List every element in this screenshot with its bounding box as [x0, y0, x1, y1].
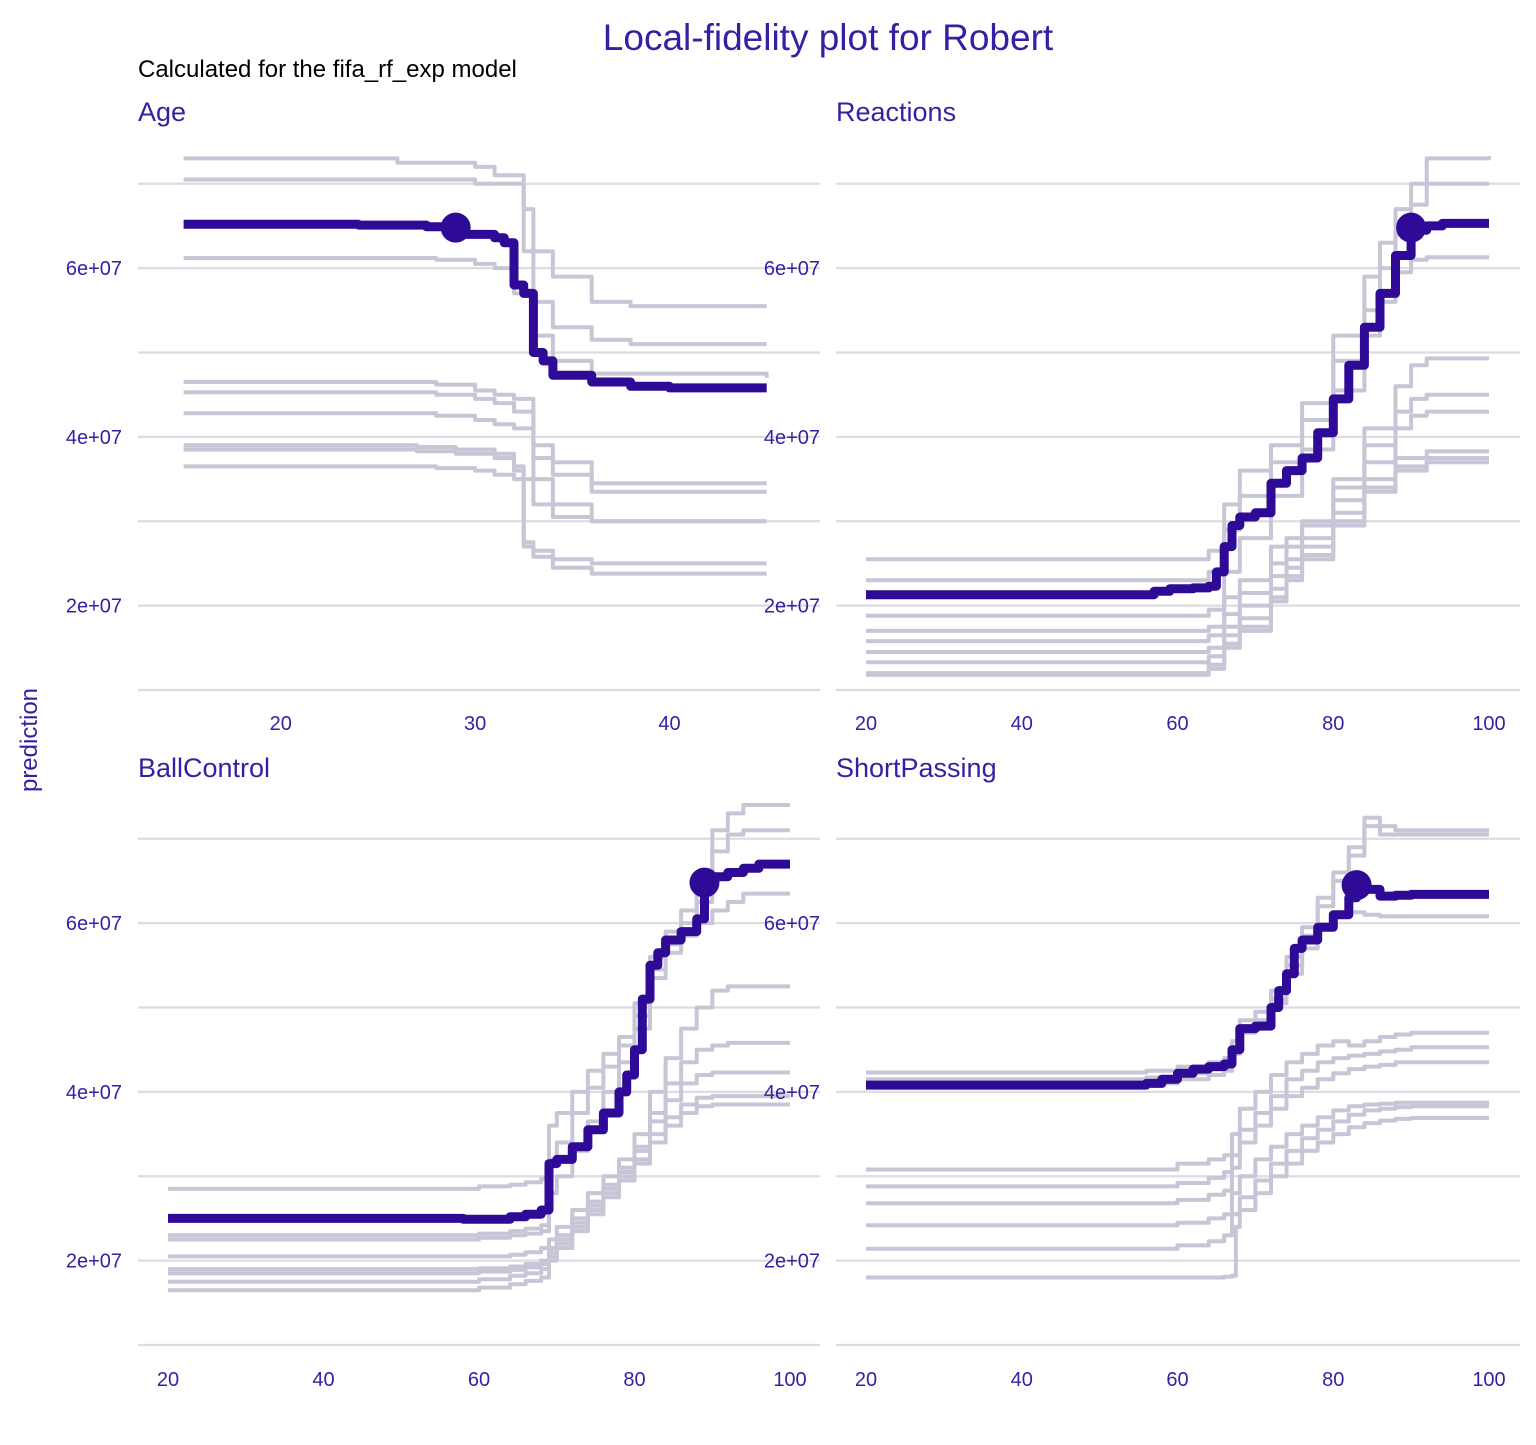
observation-point — [689, 867, 720, 898]
y-tick-label: 2e+07 — [66, 1251, 122, 1273]
neighbor-line — [168, 1070, 790, 1276]
panels-layer: Age 2e+07 4e+07 6e+07 20 30 40 Reactions 2e+07 4e… — [66, 97, 1520, 1391]
neighbor-line — [866, 1104, 1489, 1251]
y-tick-label: 6e+07 — [764, 913, 820, 935]
x-tick-label: 80 — [623, 1369, 645, 1391]
observation-line — [168, 859, 790, 1224]
y-tick-label: 2e+07 — [764, 596, 820, 618]
y-tick-label: 2e+07 — [66, 596, 122, 618]
neighbor-line — [866, 910, 1489, 1088]
y-tick-label: 6e+07 — [66, 258, 122, 280]
x-tick-label: 100 — [1472, 1369, 1505, 1391]
x-tick-label: 40 — [1011, 1369, 1033, 1391]
x-tick-label: 60 — [468, 1369, 490, 1391]
neighbor-line — [866, 1116, 1489, 1280]
x-tick-label: 20 — [855, 1369, 877, 1391]
panel-shortpassing: ShortPassing 2e+07 4e+07 6e+07 20 40 60 80 100 — [764, 753, 1520, 1391]
x-tick-label: 20 — [855, 713, 877, 735]
neighbor-line — [168, 1102, 790, 1293]
panel-title: ShortPassing — [836, 753, 997, 783]
neighbor-line — [183, 177, 767, 347]
chart-subtitle: Calculated for the fifa_rf_exp model — [138, 56, 517, 83]
x-tick-label: 40 — [1011, 713, 1033, 735]
x-tick-label: 100 — [773, 1369, 806, 1391]
observation-point — [440, 212, 471, 243]
neighbor-line — [866, 1045, 1489, 1189]
x-tick-label: 100 — [1472, 713, 1505, 735]
neighbor-line — [866, 1100, 1489, 1228]
panel-reactions: Reactions 2e+07 4e+07 6e+07 20 40 60 80 100 — [764, 97, 1520, 735]
neighbor-line — [168, 891, 790, 1242]
neighbor-line — [866, 1060, 1489, 1206]
y-tick-label: 6e+07 — [764, 258, 820, 280]
x-tick-label: 80 — [1322, 1369, 1344, 1391]
x-tick-label: 20 — [157, 1369, 179, 1391]
panel-title: BallControl — [138, 753, 270, 783]
neighbor-line — [183, 380, 767, 486]
y-tick-label: 4e+07 — [764, 427, 820, 449]
neighbor-line — [866, 1030, 1489, 1172]
neighbor-line — [866, 155, 1491, 562]
panel-title: Age — [138, 97, 186, 127]
x-tick-label: 20 — [270, 713, 292, 735]
x-tick-label: 40 — [312, 1369, 334, 1391]
x-tick-label: 80 — [1322, 713, 1344, 735]
observation-line — [866, 218, 1489, 600]
neighbor-line — [866, 824, 1489, 1082]
x-tick-label: 60 — [1166, 713, 1188, 735]
observation-point — [1341, 870, 1372, 901]
neighbor-line — [183, 443, 767, 566]
y-tick-label: 4e+07 — [66, 1082, 122, 1104]
y-tick-label: 4e+07 — [66, 427, 122, 449]
neighbor-line — [168, 803, 790, 1191]
chart-title: Local-fidelity plot for Robert — [603, 17, 1054, 58]
neighbor-line — [183, 411, 767, 524]
observation-point — [1396, 212, 1427, 243]
panel-age: Age 2e+07 4e+07 6e+07 20 30 40 — [66, 97, 820, 735]
panel-ballcontrol: BallControl 2e+07 4e+07 6e+07 20 40 60 80 100 — [66, 753, 820, 1391]
y-tick-label: 2e+07 — [764, 1251, 820, 1273]
panel-title: Reactions — [836, 97, 956, 127]
y-axis-label: prediction — [16, 688, 43, 792]
neighbor-line — [866, 460, 1489, 677]
neighbor-line — [183, 464, 767, 524]
x-tick-label: 60 — [1166, 1369, 1188, 1391]
neighbor-line — [183, 256, 769, 378]
y-tick-label: 4e+07 — [764, 1082, 820, 1104]
neighbor-line — [183, 390, 767, 494]
neighbor-line — [183, 447, 767, 576]
y-tick-label: 6e+07 — [66, 913, 122, 935]
x-tick-label: 30 — [464, 713, 486, 735]
x-tick-label: 40 — [658, 713, 680, 735]
